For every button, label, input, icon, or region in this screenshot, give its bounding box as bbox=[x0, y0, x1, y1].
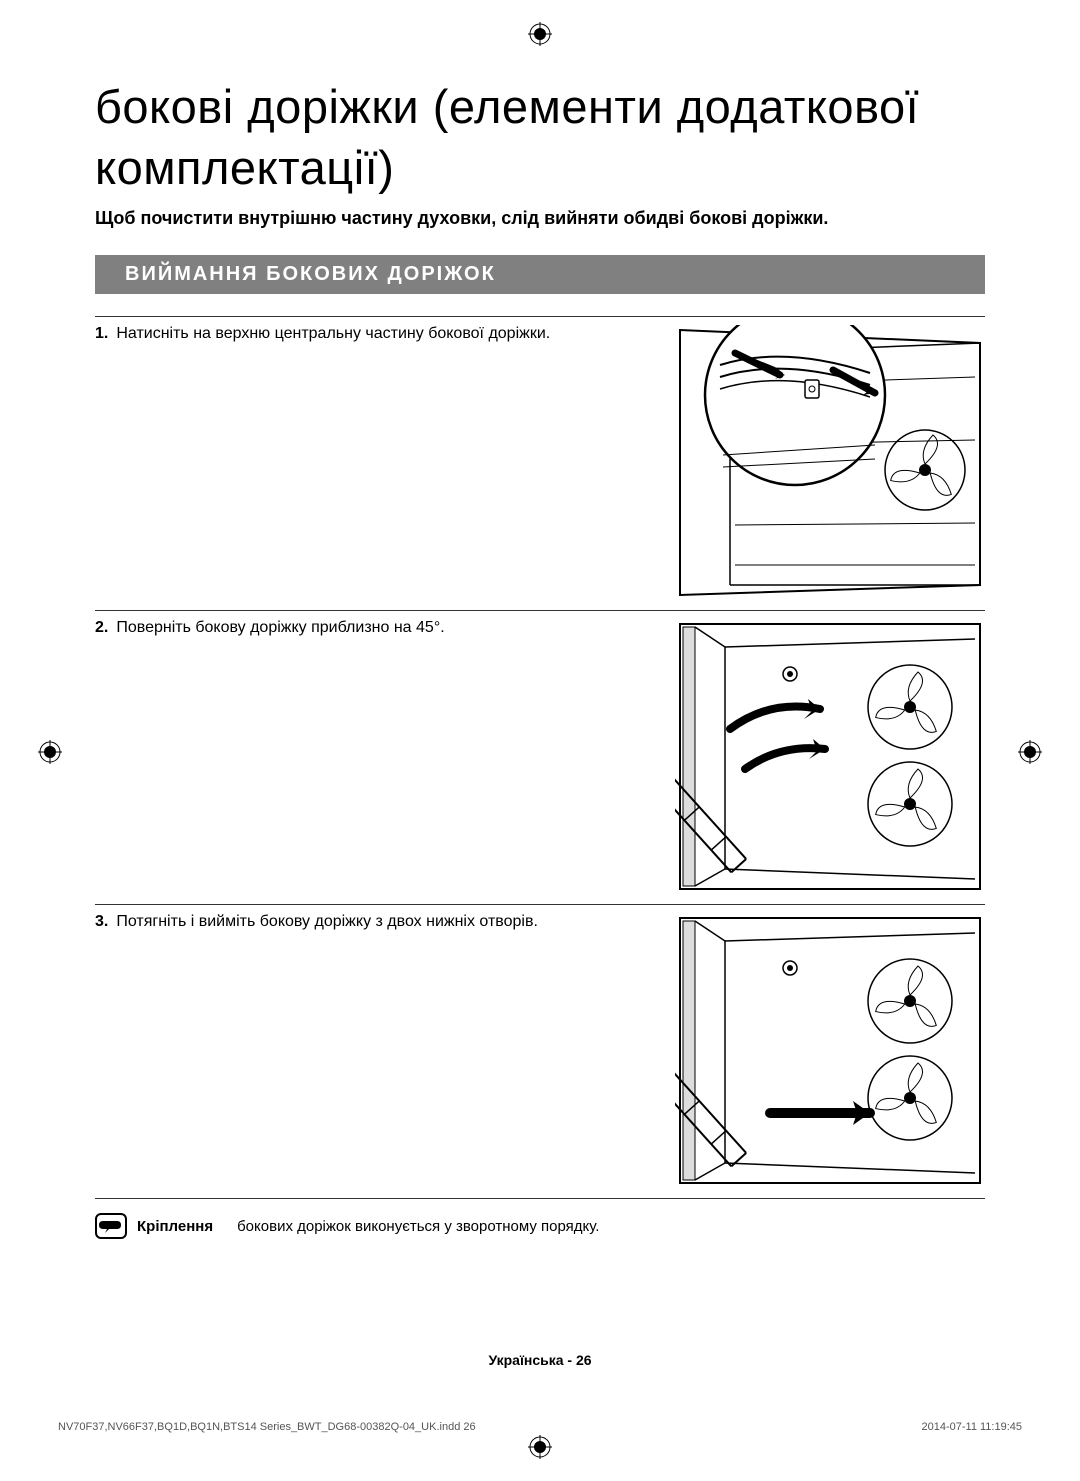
step-3-text: 3. Потягніть і вийміть бокову доріжку з … bbox=[95, 913, 675, 1188]
step-3-num: 3. bbox=[95, 913, 108, 1188]
footer-timestamp: 2014-07-11 11:19:45 bbox=[921, 1421, 1022, 1433]
page-title: бокові доріжки (елементи додаткової комп… bbox=[95, 76, 985, 198]
step-1-text: 1. Натисніть на верхню центральну частин… bbox=[95, 325, 675, 600]
step-3: 3. Потягніть і вийміть бокову доріжку з … bbox=[95, 904, 985, 1188]
registration-mark-right bbox=[1018, 740, 1042, 764]
step-3-image bbox=[675, 913, 985, 1188]
step-1: 1. Натисніть на верхню центральну частин… bbox=[95, 316, 985, 600]
registration-mark-bottom bbox=[528, 1435, 552, 1459]
footer-filename: NV70F37,NV66F37,BQ1D,BQ1N,BTS14 Series_B… bbox=[58, 1421, 476, 1433]
note-label: Кріплення bbox=[137, 1218, 213, 1235]
step-3-body: Потягніть і вийміть бокову доріжку з дво… bbox=[116, 913, 655, 1188]
step-2: 2. Поверніть бокову доріжку приблизно на… bbox=[95, 610, 985, 894]
page-content: бокові доріжки (елементи додаткової комп… bbox=[95, 76, 985, 1406]
footer-page-number: Українська - 26 bbox=[95, 1352, 985, 1368]
step-2-num: 2. bbox=[95, 619, 108, 894]
registration-mark-top bbox=[528, 22, 552, 46]
step-2-body: Поверніть бокову доріжку приблизно на 45… bbox=[116, 619, 655, 894]
step-2-image bbox=[675, 619, 985, 894]
registration-mark-left bbox=[38, 740, 62, 764]
page-subtitle: Щоб почистити внутрішню частину духовки,… bbox=[95, 208, 985, 229]
step-1-body: Натисніть на верхню центральну частину б… bbox=[116, 325, 655, 600]
step-1-num: 1. bbox=[95, 325, 108, 600]
note-icon bbox=[95, 1213, 127, 1239]
step-1-image bbox=[675, 325, 985, 600]
section-header: ВИЙМАННЯ БОКОВИХ ДОРІЖОК bbox=[95, 255, 985, 294]
step-2-text: 2. Поверніть бокову доріжку приблизно на… bbox=[95, 619, 675, 894]
note-row: Кріплення бокових доріжок виконується у … bbox=[95, 1198, 985, 1239]
note-text: бокових доріжок виконується у зворотному… bbox=[237, 1218, 985, 1235]
